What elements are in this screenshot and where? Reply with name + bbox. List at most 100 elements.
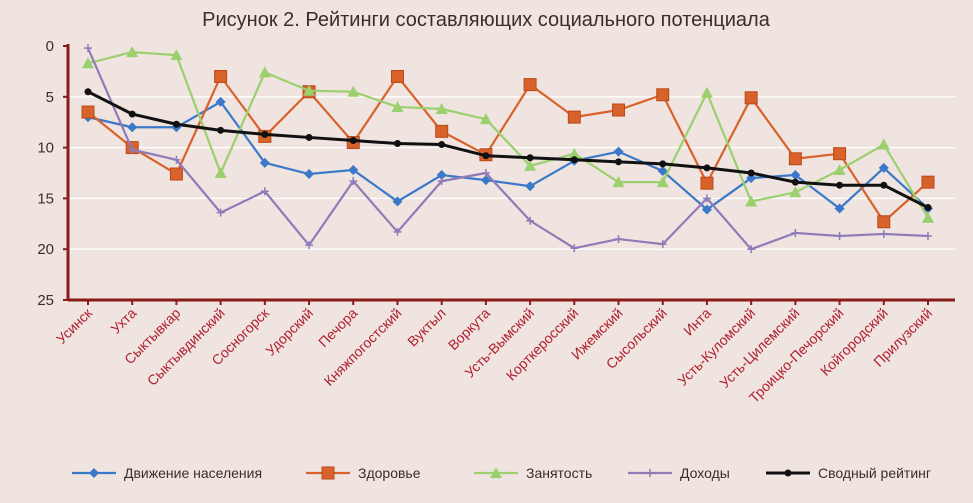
- data-point: [880, 181, 888, 189]
- data-point: [788, 152, 802, 166]
- data-point: [701, 204, 712, 215]
- x-tick-label: Ухта: [107, 305, 139, 337]
- x-tick-label: Удорский: [262, 305, 316, 359]
- legend-label: Здоровье: [358, 465, 421, 481]
- data-point: [482, 152, 490, 160]
- data-point: [878, 162, 889, 173]
- data-point: [169, 167, 183, 181]
- data-point: [658, 240, 667, 249]
- data-point: [526, 216, 535, 225]
- data-point: [615, 158, 623, 166]
- data-point: [526, 154, 534, 162]
- data-point: [525, 181, 536, 192]
- legend-label: Доходы: [680, 465, 730, 481]
- data-point: [702, 194, 711, 203]
- data-point: [479, 113, 492, 125]
- data-point: [833, 147, 847, 161]
- series-2: [82, 46, 934, 223]
- data-point: [214, 69, 228, 83]
- legend-swatch-marker: [321, 466, 335, 480]
- series-3: [84, 44, 932, 254]
- data-point: [437, 177, 446, 186]
- data-point: [128, 110, 136, 118]
- data-point: [745, 195, 758, 207]
- series-line-1: [87, 75, 929, 223]
- data-point: [746, 173, 757, 184]
- data-point: [922, 211, 934, 223]
- y-tick-label-10: 10: [37, 140, 54, 157]
- data-point: [700, 86, 713, 98]
- legend-label: Занятость: [526, 465, 592, 481]
- data-point: [481, 169, 490, 177]
- data-point: [747, 169, 755, 177]
- data-point: [216, 208, 225, 217]
- gridlines: [68, 96, 955, 250]
- data-point: [791, 228, 800, 237]
- data-point: [703, 164, 711, 172]
- legend-swatch-marker: [784, 469, 792, 477]
- data-point: [438, 141, 446, 149]
- data-point: [877, 215, 891, 229]
- data-point: [657, 165, 668, 176]
- data-point: [747, 245, 756, 254]
- data-point: [567, 110, 581, 124]
- y-tick-label-15: 15: [37, 190, 54, 207]
- data-point: [524, 159, 537, 171]
- x-tick-label: Усинск: [53, 304, 96, 347]
- data-point: [835, 231, 844, 240]
- data-point: [614, 235, 623, 244]
- legend-entry-2: Занятость: [474, 465, 592, 481]
- x-tick-label: Усть-Цилемский: [716, 305, 802, 391]
- data-point: [921, 175, 935, 189]
- data-point: [393, 227, 402, 236]
- data-point: [259, 157, 270, 168]
- data-point: [659, 160, 667, 168]
- series-line-2: [87, 50, 929, 219]
- data-point: [435, 124, 449, 138]
- data-point: [613, 146, 624, 157]
- y-tick-label-25: 25: [37, 292, 54, 309]
- data-point: [170, 49, 183, 61]
- data-point: [258, 66, 271, 78]
- data-point: [303, 84, 316, 96]
- x-tick-labels: Усинск УхтаСыктывкарСыктывдинскийСосногор…: [53, 304, 935, 406]
- x-tick-label: Княжпогостский: [321, 305, 405, 389]
- legend-entry-4: Сводный рейтинг: [766, 465, 931, 481]
- data-point: [790, 170, 801, 181]
- data-point: [393, 140, 401, 148]
- data-point: [568, 147, 581, 159]
- axes: 0 5 10 15 20 25: [37, 38, 955, 309]
- chart-title: Рисунок 2. Рейтинги составляющих социаль…: [202, 9, 771, 31]
- data-point: [435, 102, 448, 114]
- data-point: [612, 103, 626, 117]
- legend-swatch-marker: [490, 467, 502, 478]
- series-line-0: [87, 100, 929, 211]
- series-1: [81, 69, 935, 229]
- data-point: [347, 85, 360, 97]
- x-tick-label: Сыктывдинский: [144, 305, 228, 389]
- data-point: [127, 122, 138, 133]
- data-point: [744, 91, 758, 105]
- data-point: [81, 105, 95, 119]
- data-point: [480, 175, 491, 186]
- data-point: [392, 196, 403, 207]
- data-point: [84, 44, 92, 53]
- legend-swatch-marker: [89, 468, 99, 478]
- data-point: [260, 187, 269, 196]
- x-tick-label: Вуктыл: [404, 305, 449, 350]
- data-point: [214, 167, 227, 178]
- legend-entry-0: Движение населения: [72, 465, 262, 481]
- data-point: [436, 170, 447, 181]
- data-point: [261, 130, 269, 138]
- y-tick-label-0: 0: [46, 38, 54, 55]
- legend-entry-3: Доходы: [628, 465, 730, 481]
- data-point: [390, 69, 404, 83]
- data-point: [570, 244, 579, 253]
- data-point: [656, 176, 669, 188]
- data-point: [570, 156, 578, 164]
- legend-entry-1: Здоровье: [306, 465, 421, 481]
- data-point: [789, 186, 802, 198]
- legend: Движение населения Здоровье Занятость Доход…: [72, 465, 931, 481]
- data-point: [924, 204, 932, 212]
